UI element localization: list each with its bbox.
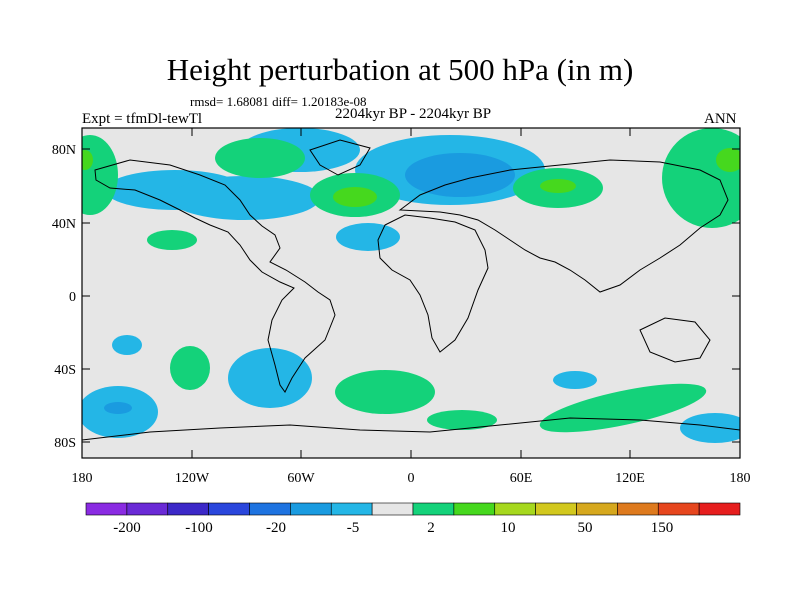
australia-coast	[639, 317, 711, 363]
colorbar	[85, 502, 741, 516]
contour-blue-south-pacific	[112, 335, 142, 355]
stats-text: rmsd= 1.68081 diff= 1.20183e-08	[190, 94, 367, 109]
lon-label-120e: 120E	[615, 471, 645, 486]
lat-tick-marks	[82, 148, 740, 443]
colorbar-label-1: -200	[113, 520, 141, 536]
colorbar-label-3: -20	[266, 520, 286, 536]
lon-label-180e: 180	[730, 471, 751, 486]
colorbar-swatch	[576, 502, 618, 516]
lat-label-80n: 80N	[52, 143, 76, 158]
lat-label-40n: 40N	[52, 217, 76, 232]
lon-label-60e: 60E	[510, 471, 533, 486]
contour-green-pacific-east	[662, 128, 740, 228]
colorbar-swatch	[535, 502, 577, 516]
contour-blue-atlantic	[336, 223, 400, 251]
lon-tick-marks	[191, 128, 631, 458]
colorbar-swatch	[330, 502, 373, 516]
colorbar-label-6: 10	[501, 520, 516, 536]
map-title: Height perturbation at 500 hPa (in m)	[166, 52, 634, 87]
contour-fills	[82, 128, 740, 443]
contour-blue-na	[170, 176, 320, 220]
contour-green-pacific-north	[147, 230, 197, 250]
eurasia-coast	[398, 159, 729, 293]
map-subtitle: 2204kyr BP - 2204kyr BP	[334, 106, 492, 122]
colorbar-label-8: 150	[651, 520, 674, 536]
colorbar-swatch	[371, 502, 414, 516]
contour-blue-indian	[553, 371, 597, 389]
lon-label-180w: 180	[72, 471, 93, 486]
contour-green-south-pacific	[170, 346, 210, 390]
contour-green-pacific-west-core	[82, 150, 93, 170]
colorbar-swatch	[126, 502, 169, 516]
coastlines	[82, 139, 740, 441]
colorbar-swatch	[167, 502, 209, 516]
colorbar-swatch	[494, 502, 536, 516]
africa-coast	[377, 214, 489, 353]
colorbar-swatch	[249, 502, 291, 516]
americas-coast	[94, 159, 336, 393]
contour-blue-south-america	[228, 348, 312, 408]
colorbar-swatch	[412, 502, 455, 516]
lat-label-40s: 40S	[54, 363, 76, 378]
contour-green-antarctic-atlantic	[427, 410, 497, 430]
greenland-coast	[309, 139, 371, 176]
colorbar-swatch	[85, 502, 128, 516]
lon-label-120w: 120W	[175, 471, 210, 486]
experiment-label: Expt = tfmDl-tewTl	[82, 111, 203, 127]
colorbar-swatch	[617, 502, 659, 516]
contour-blue-ross-core	[104, 402, 132, 414]
lat-label-80s: 80S	[54, 436, 76, 451]
antarctica-coast	[82, 417, 740, 441]
colorbar-swatch	[290, 502, 332, 516]
colorbar-swatch	[657, 502, 700, 516]
contour-green-atlantic-core	[333, 187, 377, 207]
colorbar-swatch	[208, 502, 250, 516]
contour-green-siberia-core	[540, 179, 576, 193]
lat-label-0: 0	[69, 290, 76, 305]
contour-green-southern-ocean	[539, 383, 707, 433]
colorbar-label-4: -5	[347, 520, 360, 536]
colorbar-label-5: 2	[427, 520, 435, 536]
contour-green-south-atlantic	[335, 370, 435, 414]
lon-label-60w: 60W	[287, 471, 315, 486]
contour-blue-antarctic-east	[680, 413, 740, 443]
colorbar-swatch	[453, 502, 496, 516]
lon-label-0: 0	[408, 471, 415, 486]
contour-green-pacific-east-core	[716, 148, 740, 172]
contour-green-canada	[215, 138, 305, 178]
contour-blue-eurasia-core	[405, 153, 515, 197]
colorbar-swatch	[698, 502, 741, 516]
colorbar-label-2: -100	[185, 520, 213, 536]
colorbar-label-7: 50	[578, 520, 593, 536]
season-label: ANN	[704, 111, 737, 127]
